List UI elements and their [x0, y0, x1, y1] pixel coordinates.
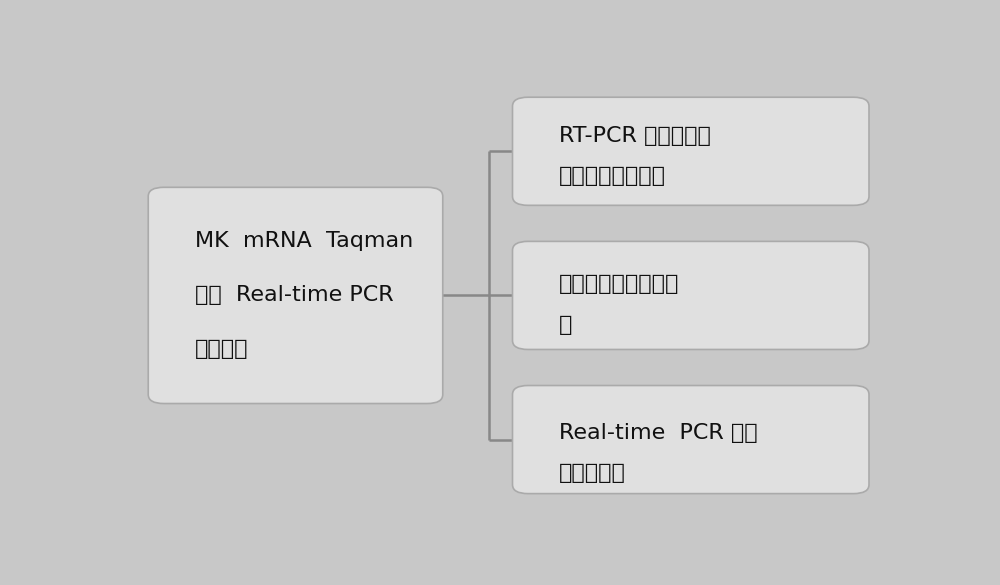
Text: MK  mRNA  Taqman: MK mRNA Taqman [195, 232, 413, 252]
FancyBboxPatch shape [512, 386, 869, 494]
Text: 方法的建立: 方法的建立 [559, 463, 626, 483]
Text: 内参基因序列全长: 内参基因序列全长 [559, 166, 666, 186]
Text: 品: 品 [559, 315, 572, 335]
Text: 探针  Real-time PCR: 探针 Real-time PCR [195, 285, 393, 305]
Text: Real-time  PCR 检测: Real-time PCR 检测 [559, 423, 758, 443]
FancyBboxPatch shape [512, 242, 869, 349]
Text: 基因重组，制备标准: 基因重组，制备标准 [559, 274, 679, 294]
FancyBboxPatch shape [148, 187, 443, 404]
Text: 检测方法: 检测方法 [195, 339, 248, 359]
FancyBboxPatch shape [512, 97, 869, 205]
Text: RT-PCR 获得目的、: RT-PCR 获得目的、 [559, 126, 711, 146]
